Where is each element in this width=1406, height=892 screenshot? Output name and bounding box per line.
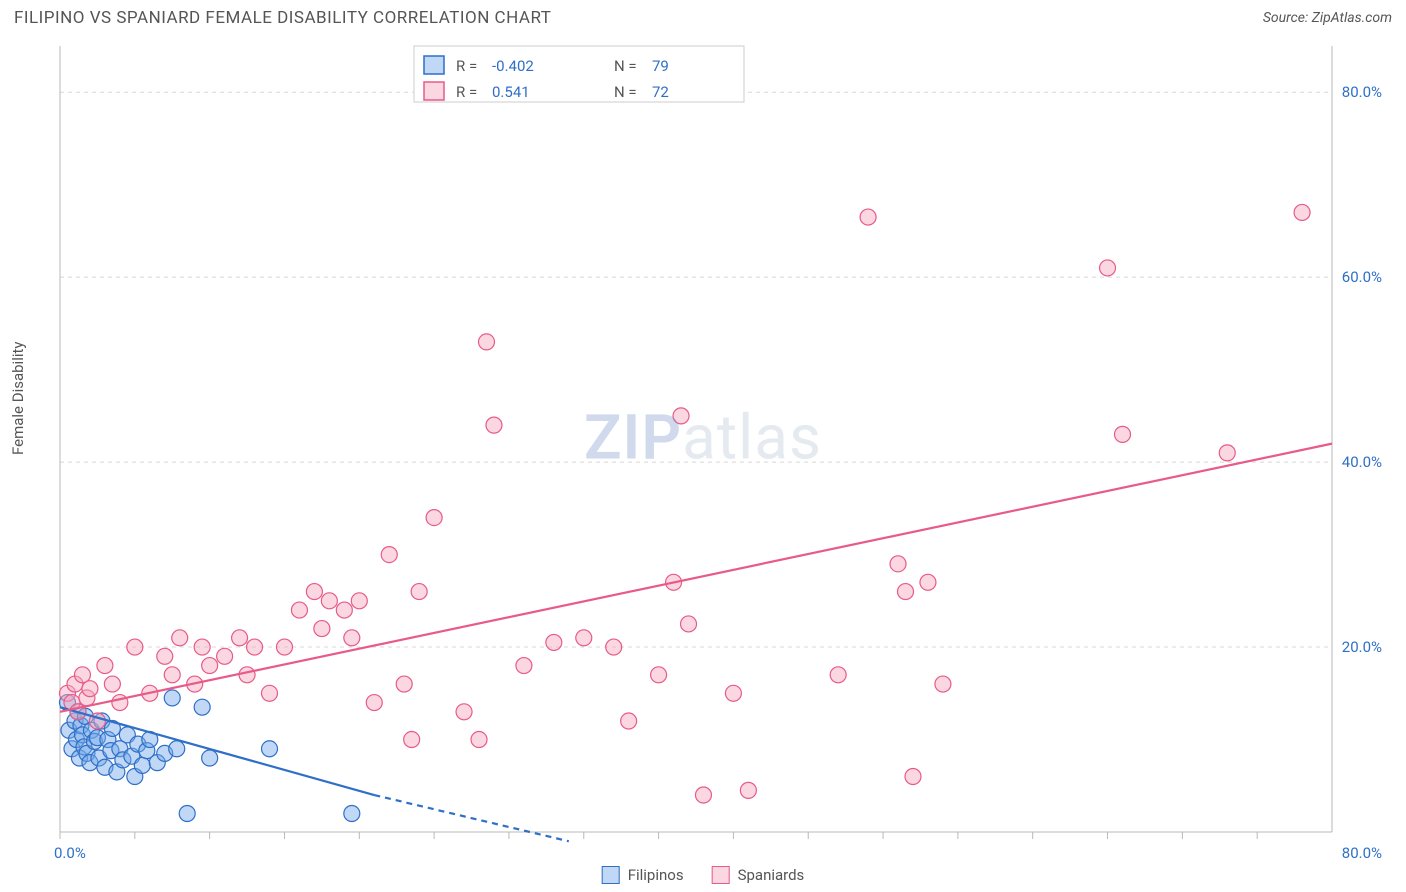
scatter-point xyxy=(1100,260,1116,276)
scatter-point xyxy=(740,782,756,798)
scatter-point xyxy=(169,741,185,757)
scatter-point xyxy=(262,685,278,701)
svg-text:40.0%: 40.0% xyxy=(1342,453,1382,471)
chart-header: FILIPINO VS SPANIARD FEMALE DISABILITY C… xyxy=(0,0,1406,34)
svg-text:N =: N = xyxy=(614,83,637,101)
scatter-point xyxy=(314,621,330,637)
scatter-point xyxy=(1114,426,1130,442)
scatter-point xyxy=(351,593,367,609)
scatter-point xyxy=(134,757,150,773)
scatter-point xyxy=(725,685,741,701)
scatter-point xyxy=(127,639,143,655)
scatter-point xyxy=(344,630,360,646)
scatter-point xyxy=(411,584,427,600)
bottom-legend: Filipinos Spaniards xyxy=(602,866,805,884)
scatter-point xyxy=(194,699,210,715)
chart-container: Female Disability ZIPatlas 20.0%40.0%60.… xyxy=(14,34,1392,876)
scatter-point xyxy=(606,639,622,655)
scatter-point xyxy=(202,750,218,766)
scatter-point xyxy=(426,510,442,526)
legend-label: Filipinos xyxy=(628,866,684,884)
svg-text:72: 72 xyxy=(652,83,669,101)
scatter-point xyxy=(381,547,397,563)
legend-swatch xyxy=(602,866,620,884)
scatter-point xyxy=(898,584,914,600)
scatter-point xyxy=(232,630,248,646)
scatter-point xyxy=(1219,445,1235,461)
scatter-point xyxy=(104,676,120,692)
scatter-point xyxy=(1294,204,1310,220)
chart-title: FILIPINO VS SPANIARD FEMALE DISABILITY C… xyxy=(14,8,551,28)
scatter-point xyxy=(576,630,592,646)
scatter-point xyxy=(905,769,921,785)
scatter-point xyxy=(478,334,494,350)
scatter-point xyxy=(344,806,360,822)
svg-text:N =: N = xyxy=(614,57,637,75)
scatter-point xyxy=(321,593,337,609)
legend-swatch xyxy=(424,82,444,100)
scatter-point xyxy=(336,602,352,618)
svg-text:79: 79 xyxy=(652,57,669,75)
regression-line xyxy=(60,444,1332,712)
scatter-point xyxy=(830,667,846,683)
scatter-point xyxy=(306,584,322,600)
scatter-point xyxy=(471,732,487,748)
scatter-point xyxy=(396,676,412,692)
scatter-point xyxy=(202,658,218,674)
scatter-point xyxy=(486,417,502,433)
svg-text:20.0%: 20.0% xyxy=(1342,638,1382,656)
scatter-point xyxy=(860,209,876,225)
scatter-point xyxy=(890,556,906,572)
scatter-point xyxy=(194,639,210,655)
scatter-point xyxy=(247,639,263,655)
scatter-point xyxy=(179,806,195,822)
scatter-point xyxy=(97,658,113,674)
scatter-chart: 20.0% 40.0% 60.0% 80.0% 0.0% 80.0% R = -0.402 N … xyxy=(14,34,1392,876)
legend-item: Filipinos xyxy=(602,866,684,884)
scatter-point xyxy=(157,648,173,664)
scatter-point xyxy=(276,639,292,655)
scatter-point xyxy=(546,634,562,650)
svg-text:80.0%: 80.0% xyxy=(1342,844,1382,862)
scatter-point xyxy=(695,787,711,803)
legend-swatch xyxy=(712,866,730,884)
scatter-point xyxy=(239,667,255,683)
scatter-point xyxy=(935,676,951,692)
svg-text:R =: R = xyxy=(456,83,477,101)
scatter-point xyxy=(366,695,382,711)
regression-line-dashed xyxy=(374,795,569,841)
scatter-point xyxy=(82,681,98,697)
chart-source: Source: ZipAtlas.com xyxy=(1263,10,1392,26)
svg-text:0.0%: 0.0% xyxy=(54,844,86,862)
scatter-point xyxy=(516,658,532,674)
legend-swatch xyxy=(424,56,444,74)
scatter-point xyxy=(681,616,697,632)
svg-text:R =: R = xyxy=(456,57,477,75)
y-axis-label: Female Disability xyxy=(9,342,27,456)
svg-text:0.541: 0.541 xyxy=(492,83,530,101)
svg-text:-0.402: -0.402 xyxy=(492,57,534,75)
scatter-point xyxy=(673,408,689,424)
scatter-point xyxy=(404,732,420,748)
scatter-point xyxy=(920,574,936,590)
svg-text:80.0%: 80.0% xyxy=(1342,83,1382,101)
scatter-point xyxy=(651,667,667,683)
scatter-point xyxy=(291,602,307,618)
scatter-point xyxy=(621,713,637,729)
scatter-point xyxy=(164,690,180,706)
svg-text:60.0%: 60.0% xyxy=(1342,268,1382,286)
scatter-point xyxy=(164,667,180,683)
legend-label: Spaniards xyxy=(738,866,805,884)
scatter-point xyxy=(217,648,233,664)
legend-item: Spaniards xyxy=(712,866,805,884)
scatter-point xyxy=(262,741,278,757)
scatter-point xyxy=(456,704,472,720)
top-legend: R = -0.402 N = 79 R = 0.541 N = 72 xyxy=(414,46,744,102)
scatter-point xyxy=(172,630,188,646)
